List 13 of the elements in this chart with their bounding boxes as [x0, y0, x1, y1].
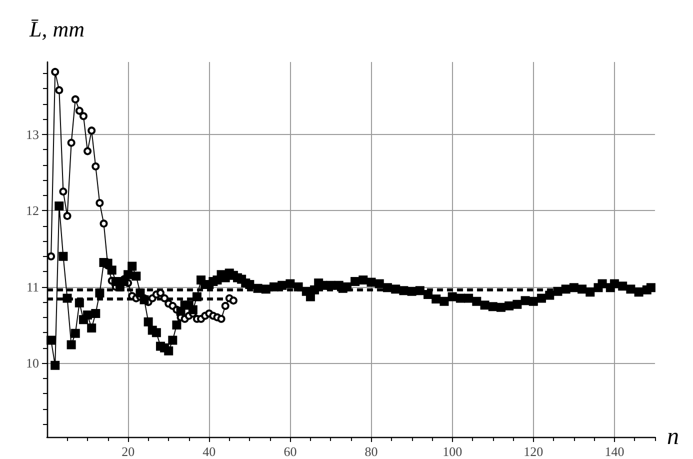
x-tick-label: 120	[524, 444, 544, 459]
y-tick-label: 10	[26, 356, 39, 371]
x-axis-title: n	[667, 424, 679, 450]
x-tick-label: 80	[364, 444, 378, 459]
x-tick-label: 100	[442, 444, 462, 459]
x-tick-label: 140	[604, 444, 624, 459]
y-axis-title: L̄, mm	[28, 16, 85, 42]
y-tick-label: 11	[26, 279, 39, 294]
x-tick-label: 40	[202, 444, 216, 459]
x-tick-label: 20	[122, 444, 135, 459]
y-tick-label: 13	[26, 126, 39, 142]
x-tick-label: 60	[284, 444, 297, 459]
y-tick-label: 12	[26, 203, 39, 218]
